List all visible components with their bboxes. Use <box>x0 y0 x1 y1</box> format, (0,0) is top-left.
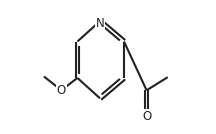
Text: O: O <box>142 110 151 123</box>
Text: N: N <box>96 17 104 30</box>
Text: O: O <box>57 84 66 97</box>
